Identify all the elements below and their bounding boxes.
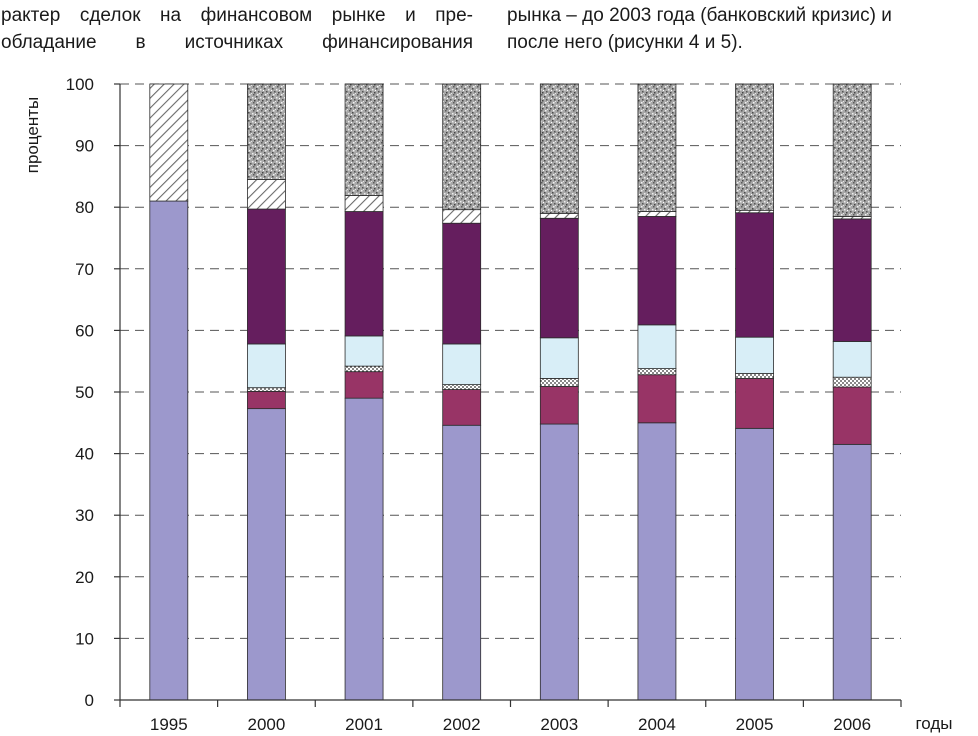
bar-segment-2004-s3 <box>637 368 677 376</box>
bar-segment-2004-s1 <box>637 422 677 701</box>
bar-segment-2006-s7 <box>832 83 872 217</box>
body-text-right-column: рынка – до 2003 года (банковский кризис)… <box>507 2 892 56</box>
body-text-left-column: рактер сделок на финансовом рынке и пре-… <box>1 2 473 56</box>
y-tick-label: 50 <box>75 383 94 402</box>
bar-segment-2003-s1 <box>539 423 579 701</box>
bar-segment-2005-s7 <box>735 83 774 211</box>
bar-segment-2004-s2 <box>637 374 677 424</box>
bar-segment-2004-s4 <box>637 324 677 369</box>
bar-segment-2006-s4 <box>832 341 872 378</box>
x-axis-title: годы <box>915 714 952 733</box>
x-tick-label: 1995 <box>150 715 188 734</box>
bar-segment-2002-s1 <box>442 424 482 701</box>
bar-segment-2001-s7 <box>344 83 384 196</box>
bar-segment-2001-s2 <box>344 371 384 399</box>
bar-segment-2003-s6 <box>539 212 579 219</box>
bar-segment-2001-s3 <box>344 365 384 373</box>
bar-segment-2005-s5 <box>735 212 774 338</box>
bar-segment-1995-s6 <box>149 83 189 202</box>
bar-segment-2003-s2 <box>539 386 579 425</box>
bar-segment-2002-s4 <box>442 343 482 386</box>
bar-segment-1995-s1 <box>149 200 189 701</box>
y-tick-label: 80 <box>75 198 94 217</box>
bar-segment-2005-s2 <box>735 378 774 429</box>
bar-segment-2004-s6 <box>637 211 677 217</box>
bar-segment-2002-s7 <box>442 83 482 211</box>
body-text-line: рактер сделок на финансовом рынке и пре- <box>1 5 473 26</box>
bar-segment-2006-s3 <box>832 376 872 388</box>
x-tick-label: 2003 <box>540 715 578 734</box>
y-tick-label: 70 <box>75 260 94 279</box>
bar-segment-2002-s2 <box>442 389 482 426</box>
y-tick-label: 30 <box>75 506 94 525</box>
bar-segment-2001-s1 <box>344 397 384 701</box>
body-text-line: рынка – до 2003 года (банковский кризис)… <box>507 5 892 26</box>
bar-segment-2003-s4 <box>539 337 579 379</box>
bar-segment-2003-s5 <box>539 217 579 339</box>
bar-segment-2004-s7 <box>637 83 677 212</box>
bar-segment-2006-s1 <box>832 443 872 701</box>
x-tick-label: 2004 <box>638 715 676 734</box>
bar-segment-2004-s5 <box>637 216 677 326</box>
x-tick-label: 2001 <box>345 715 383 734</box>
y-tick-label: 0 <box>85 691 94 710</box>
bar-segment-2000-s4 <box>247 343 286 389</box>
bar-segment-2000-s1 <box>247 408 286 701</box>
bar-segment-2001-s5 <box>344 211 384 337</box>
x-tick-label: 2006 <box>833 715 871 734</box>
gridlines <box>120 83 901 639</box>
bar-segment-2005-s3 <box>735 373 774 379</box>
bar-segment-2005-s4 <box>735 336 774 374</box>
y-tick-label: 60 <box>75 321 94 340</box>
bar-segment-2001-s6 <box>344 195 384 212</box>
x-tick-label: 2000 <box>248 715 286 734</box>
y-tick-label: 100 <box>66 75 94 94</box>
bar-segment-2006-s5 <box>832 218 872 342</box>
bar-segment-2002-s3 <box>442 384 482 390</box>
y-tick-label: 10 <box>75 629 94 648</box>
bar-segment-2001-s4 <box>344 335 384 367</box>
bar-segment-2002-s5 <box>442 222 482 345</box>
y-tick-label: 40 <box>75 445 94 464</box>
bar-segment-2005-s1 <box>735 427 774 701</box>
bar-segment-2000-s3 <box>247 387 286 392</box>
body-text-line: обладание в источниках финансирования <box>1 32 473 53</box>
bar-segment-2000-s6 <box>247 179 286 210</box>
y-tick-label: 20 <box>75 568 94 587</box>
x-tick-label: 2002 <box>443 715 481 734</box>
bar-segment-2002-s6 <box>442 209 482 224</box>
x-tick-label: 2005 <box>736 715 774 734</box>
bar-segment-2006-s2 <box>832 386 872 445</box>
bars <box>149 83 872 701</box>
bar-segment-2000-s2 <box>247 390 286 410</box>
y-tick-label: 90 <box>75 137 94 156</box>
bar-segment-2000-s5 <box>247 208 286 345</box>
y-axis-title: проценты <box>23 97 42 174</box>
bar-segment-2003-s3 <box>539 378 579 387</box>
bar-segment-2003-s7 <box>539 83 579 214</box>
bar-segment-2000-s7 <box>247 83 286 180</box>
body-text-line: после него (рисунки 4 и 5). <box>507 32 743 53</box>
tick-labels: 0 10 20 30 40 50 60 70 80 90 100 1995 2000 2001 2002 20… <box>66 75 902 734</box>
